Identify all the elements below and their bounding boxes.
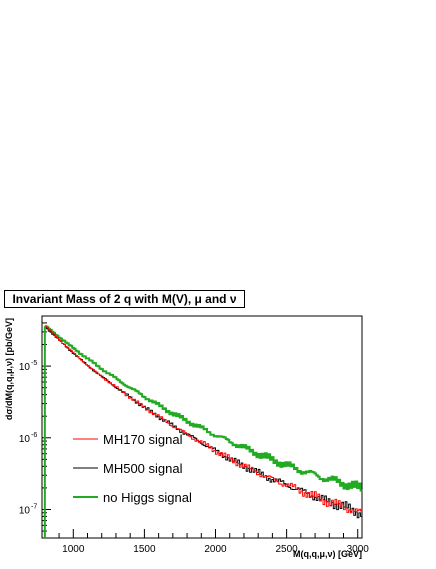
series-line-no-higgs	[44, 325, 363, 492]
x-tick-label: 1500	[133, 544, 156, 555]
y-tick-exponent: -6	[31, 432, 37, 439]
chart-title: Invariant Mass of 2 q with M(V), μ and ν	[4, 290, 245, 308]
y-tick-exponent: -5	[31, 360, 37, 367]
y-tick-label: 10	[19, 362, 31, 373]
legend-label: MH170 signal	[103, 432, 183, 447]
legend-label: no Higgs signal	[103, 490, 192, 505]
x-axis-title: M(q,q,μ,ν) [GeV]	[293, 549, 362, 559]
series-line-mh500	[44, 327, 363, 519]
y-axis-title: dσ/dM(q,q,μ,ν) [pb/GeV]	[4, 318, 14, 420]
x-tick-label: 1000	[62, 544, 85, 555]
series-line-mh170	[44, 326, 363, 514]
y-tick-label: 10	[19, 434, 31, 445]
plot-frame	[41, 315, 363, 539]
x-tick-label: 3000	[347, 544, 370, 555]
x-tick-label: 2000	[204, 544, 227, 555]
x-tick-label: 2500	[275, 544, 298, 555]
legend-label: MH500 signal	[103, 461, 183, 476]
y-tick-label: 10	[19, 505, 31, 516]
y-tick-exponent: -7	[31, 503, 37, 510]
